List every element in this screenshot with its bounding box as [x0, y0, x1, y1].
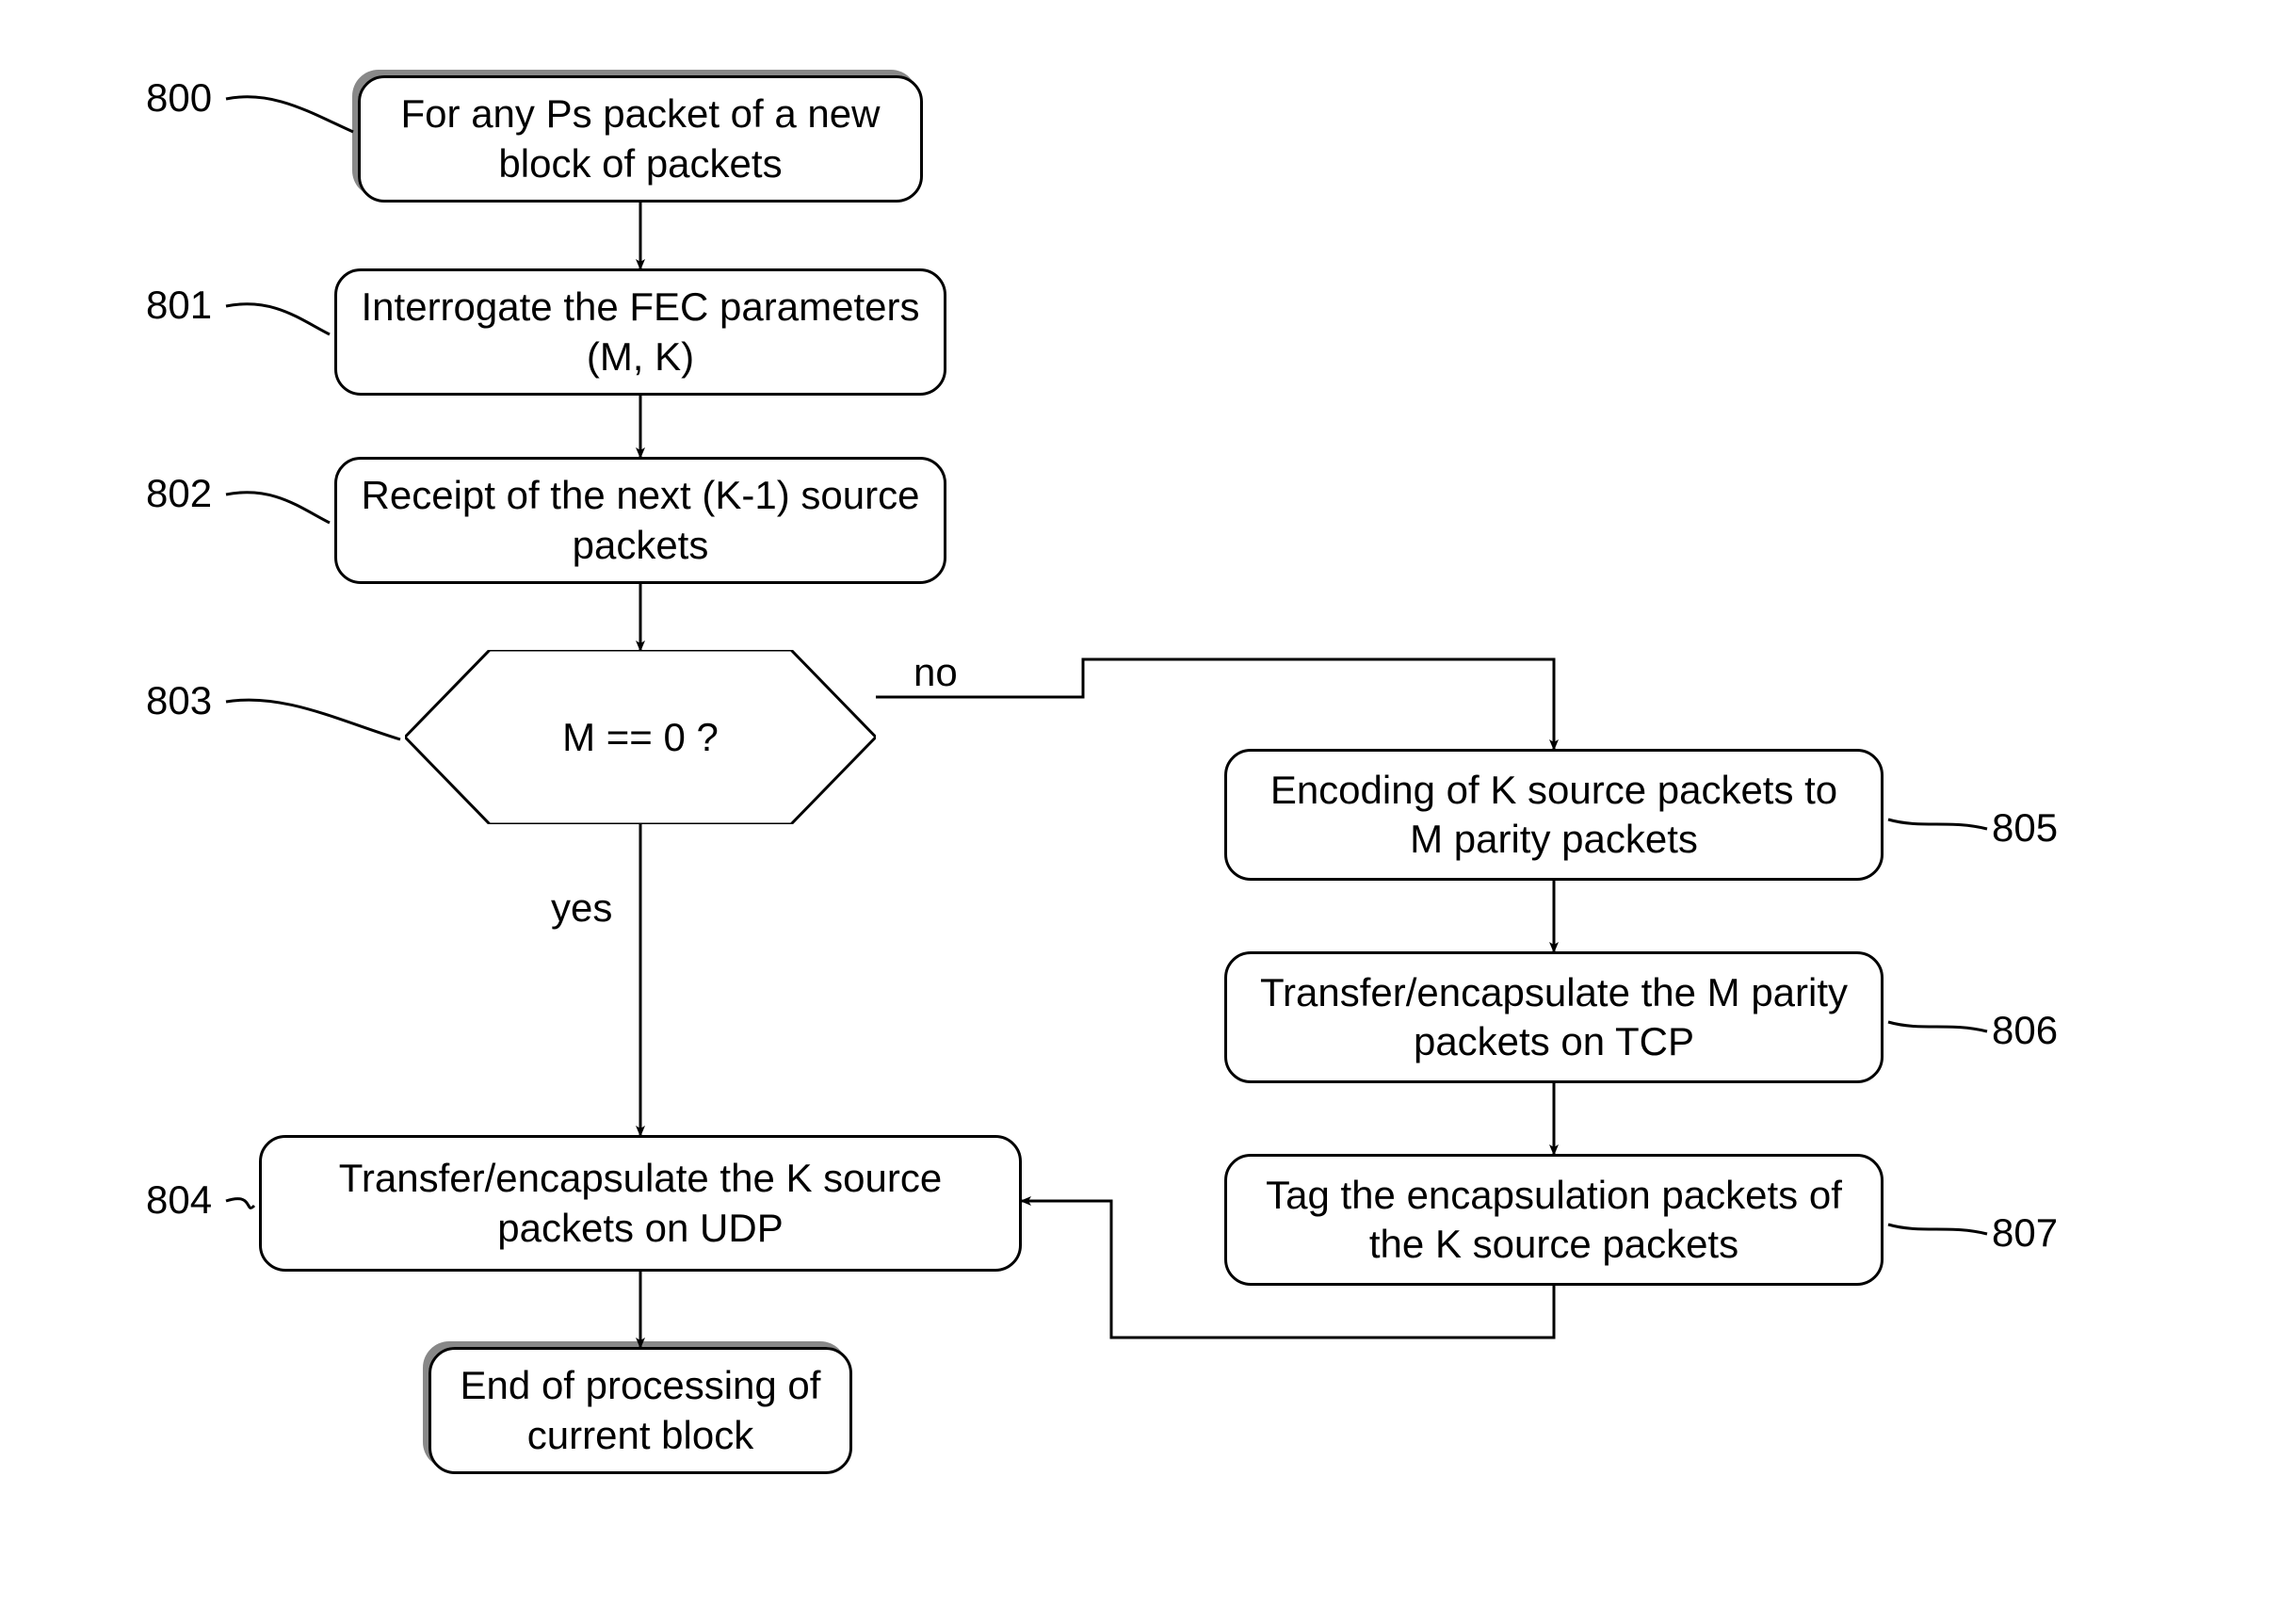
flowchart-canvas: For any Ps packet of a newblock of packe… — [0, 0, 2296, 1606]
ref-label-804: 804 — [146, 1177, 212, 1223]
flow-node-transfer-tcp: Transfer/encapsulate the M paritypackets… — [1224, 951, 1884, 1083]
edge-label-text: yes — [551, 885, 612, 930]
ref-label-807: 807 — [1992, 1210, 2058, 1256]
ref-text: 805 — [1992, 805, 2058, 850]
node-text: Interrogate the FEC parameters(M, K) — [362, 283, 920, 381]
flow-node-interrogate: Interrogate the FEC parameters(M, K) — [334, 268, 946, 396]
node-text: Encoding of K source packets toM parity … — [1270, 766, 1837, 865]
ref-text: 802 — [146, 471, 212, 515]
flow-decision-m-eq-0: M == 0 ? — [405, 650, 876, 824]
ref-text: 801 — [146, 283, 212, 327]
node-text: Tag the encapsulation packets ofthe K so… — [1266, 1171, 1842, 1270]
edges-layer — [0, 0, 2296, 1606]
node-text: Transfer/encapsulate the K sourcepackets… — [339, 1154, 942, 1253]
ref-text: 806 — [1992, 1008, 2058, 1052]
ref-label-806: 806 — [1992, 1008, 2058, 1053]
ref-label-803: 803 — [146, 678, 212, 723]
ref-text: 800 — [146, 75, 212, 120]
edge-label-text: no — [914, 650, 958, 694]
ref-label-802: 802 — [146, 471, 212, 516]
ref-label-805: 805 — [1992, 805, 2058, 851]
flow-node-transfer-udp: Transfer/encapsulate the K sourcepackets… — [259, 1135, 1022, 1272]
ref-text: 804 — [146, 1177, 212, 1222]
ref-label-801: 801 — [146, 283, 212, 328]
edge-label-yes: yes — [551, 885, 612, 931]
flow-node-start: For any Ps packet of a newblock of packe… — [358, 75, 923, 203]
flow-node-encoding: Encoding of K source packets toM parity … — [1224, 749, 1884, 881]
flow-node-tag: Tag the encapsulation packets ofthe K so… — [1224, 1154, 1884, 1286]
flow-node-receipt: Receipt of the next (K-1) sourcepackets — [334, 457, 946, 584]
ref-label-800: 800 — [146, 75, 212, 121]
node-text: Transfer/encapsulate the M paritypackets… — [1260, 968, 1848, 1067]
node-text: For any Ps packet of a newblock of packe… — [401, 89, 881, 188]
ref-text: 807 — [1992, 1210, 2058, 1255]
flow-node-end: End of processing ofcurrent block — [428, 1347, 852, 1474]
node-text: Receipt of the next (K-1) sourcepackets — [362, 471, 920, 570]
node-text: M == 0 ? — [562, 715, 719, 760]
node-text: End of processing ofcurrent block — [461, 1361, 821, 1460]
ref-text: 803 — [146, 678, 212, 722]
edge-label-no: no — [914, 650, 958, 695]
